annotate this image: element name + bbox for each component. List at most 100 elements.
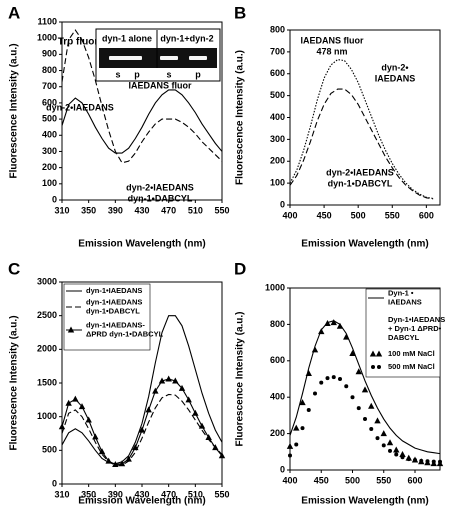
inset-group-label: dyn-1 alone <box>102 33 152 43</box>
y-tick-label: 1100 <box>37 16 57 26</box>
series-label: dyn-2•IAEDANS <box>46 102 114 112</box>
legend-label: dyn-1•DABCYL <box>86 306 140 315</box>
marker <box>369 427 374 432</box>
series-line <box>290 88 434 200</box>
legend-label: 100 mM NaCl <box>388 349 435 358</box>
x-tick-label: 310 <box>54 489 69 499</box>
marker <box>425 459 430 464</box>
marker <box>380 430 387 437</box>
marker <box>343 333 350 340</box>
marker <box>375 436 380 441</box>
marker <box>350 395 355 400</box>
y-tick-label: 3000 <box>37 276 57 286</box>
marker <box>361 386 369 393</box>
y-axis-title: Fluorescence Intensity (a.u.) <box>9 315 20 450</box>
marker <box>288 453 292 458</box>
marker <box>300 426 305 431</box>
legend-box <box>63 283 151 351</box>
inset-lane-label: s <box>115 69 120 79</box>
x-tick-label: 510 <box>188 489 203 499</box>
marker <box>294 442 299 447</box>
marker <box>419 458 424 463</box>
inset-lane-label: p <box>134 69 140 79</box>
marker <box>319 380 324 385</box>
x-axis-title: Emission Wavelength (nm) <box>78 239 205 250</box>
marker <box>330 319 337 326</box>
y-tick-label: 1000 <box>37 33 57 43</box>
x-axis-title: Emission Wavelength (nm) <box>301 239 428 250</box>
y-tick-label: 200 <box>270 428 285 438</box>
marker <box>205 434 212 441</box>
series-line <box>62 393 222 466</box>
x-tick-label: 600 <box>407 475 422 485</box>
marker <box>85 416 92 423</box>
marker <box>386 439 394 446</box>
plot-frame <box>289 287 441 471</box>
marker <box>152 387 159 394</box>
marker <box>212 444 219 451</box>
marker <box>355 368 362 375</box>
y-tick-label: 800 <box>42 65 57 75</box>
legend-title: Dyn-1•IAEDANS <box>388 315 445 324</box>
series-line <box>62 89 222 154</box>
series-line <box>62 29 222 164</box>
marker <box>305 370 312 377</box>
y-tick-label: 500 <box>42 445 57 455</box>
marker <box>299 399 306 406</box>
marker <box>118 460 126 467</box>
legend-label: IAEDANS <box>388 297 422 306</box>
y-tick-label: 800 <box>270 319 285 329</box>
series-label: dyn-1•DABCYL <box>328 178 393 188</box>
x-tick-label: 550 <box>376 475 391 485</box>
y-tick-label: 500 <box>270 90 285 100</box>
marker <box>363 417 367 422</box>
legend-title: DABCYL <box>388 333 420 342</box>
x-tick-label: 550 <box>214 489 229 499</box>
marker <box>431 459 436 464</box>
x-tick-label: 390 <box>108 205 123 215</box>
x-tick-label: 510 <box>188 205 203 215</box>
x-tick-label: 470 <box>161 205 176 215</box>
gel-band <box>160 56 178 60</box>
x-tick-label: 350 <box>81 489 96 499</box>
y-tick-label: 400 <box>270 392 285 402</box>
series-label: dyn-2•IAEDANS <box>126 182 194 192</box>
marker <box>388 448 392 453</box>
marker <box>344 384 349 389</box>
x-tick-label: 470 <box>161 489 176 499</box>
x-tick-label: 430 <box>134 489 149 499</box>
x-tick-label: 430 <box>134 205 149 215</box>
series-line <box>62 315 222 465</box>
marker <box>318 328 325 335</box>
gel <box>99 48 217 68</box>
x-tick-label: 450 <box>314 475 329 485</box>
gel-band <box>189 56 207 60</box>
marker <box>293 424 300 431</box>
x-tick-label: 500 <box>345 475 360 485</box>
marker <box>356 406 361 411</box>
marker <box>438 459 442 464</box>
marker <box>371 365 375 369</box>
marker <box>218 452 226 459</box>
y-axis-title: Fluorescence Intensity (a.u.) <box>9 43 20 178</box>
marker <box>98 448 106 455</box>
y-tick-label: 0 <box>52 194 57 204</box>
legend-label: ΔPRD dyn-1•DABCYL <box>86 329 164 338</box>
x-tick-label: 400 <box>282 475 297 485</box>
marker <box>369 350 377 357</box>
legend-label: dyn-1•IAEDANS <box>86 286 142 295</box>
y-tick-label: 800 <box>270 24 285 34</box>
marker <box>132 444 139 451</box>
x-tick-label: 450 <box>317 210 332 220</box>
marker <box>286 442 294 449</box>
marker <box>331 375 336 380</box>
marker <box>336 322 344 329</box>
inset-group-label: dyn-1+dyn-2 <box>160 33 213 43</box>
marker <box>324 319 331 326</box>
y-axis-title: Fluorescence Intensity (a.u.) <box>235 311 246 446</box>
x-tick-label: 600 <box>419 210 434 220</box>
x-tick-label: 400 <box>282 210 297 220</box>
marker <box>374 417 381 424</box>
legend-label: dyn-1•IAEDANS- <box>86 320 145 329</box>
